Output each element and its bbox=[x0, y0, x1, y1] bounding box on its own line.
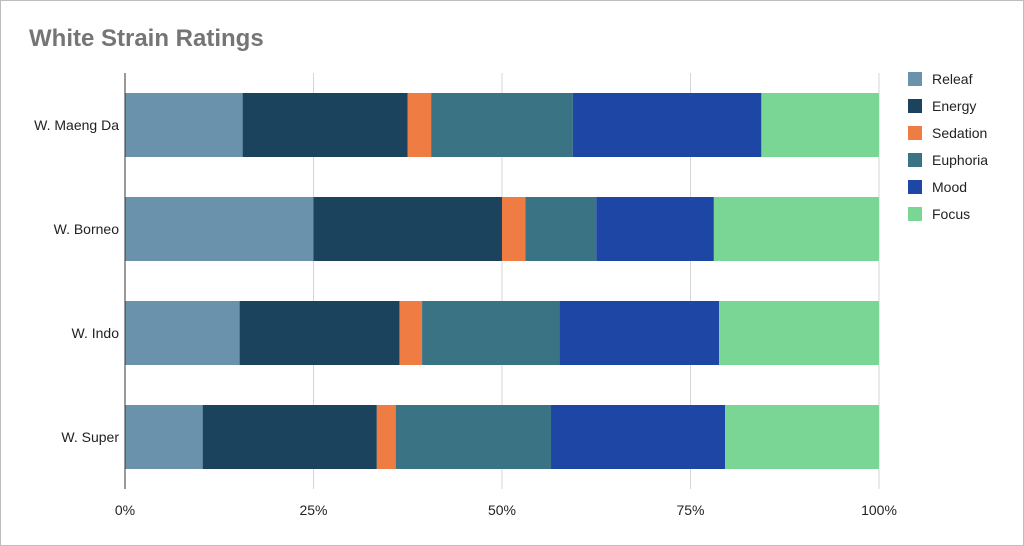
bar-segment bbox=[502, 197, 526, 261]
bars bbox=[125, 93, 879, 469]
bar-segment bbox=[125, 197, 314, 261]
bar-segment bbox=[572, 93, 762, 157]
legend-label: Sedation bbox=[932, 125, 987, 141]
legend-label: Focus bbox=[932, 206, 970, 222]
x-tick-label: 75% bbox=[676, 502, 704, 518]
bar-segment bbox=[559, 301, 720, 365]
bar-segment bbox=[525, 197, 597, 261]
category-label: W. Indo bbox=[72, 325, 120, 341]
legend-label: Mood bbox=[932, 179, 967, 195]
bar-segment bbox=[125, 93, 243, 157]
legend-swatch bbox=[908, 153, 922, 167]
bar-segment bbox=[422, 301, 560, 365]
bar-segment bbox=[725, 405, 879, 469]
x-tick-label: 25% bbox=[299, 502, 327, 518]
x-tick-label: 0% bbox=[115, 502, 135, 518]
bar-segment bbox=[761, 93, 879, 157]
bar-segment bbox=[551, 405, 726, 469]
bar-segment bbox=[125, 301, 240, 365]
bar-segment bbox=[596, 197, 714, 261]
bar-segment bbox=[376, 405, 396, 469]
bar-segment bbox=[202, 405, 377, 469]
legend-label: Euphoria bbox=[932, 152, 988, 168]
bar-segment bbox=[399, 301, 423, 365]
bar-segment bbox=[239, 301, 400, 365]
bar-segment bbox=[407, 93, 432, 157]
legend-swatch bbox=[908, 126, 922, 140]
bar-segment bbox=[431, 93, 573, 157]
legend-label: Releaf bbox=[932, 71, 973, 87]
axes: 0% 25% 50% 75% 100% W. Maeng Da W. Borneo W. In… bbox=[34, 73, 897, 518]
legend-swatch bbox=[908, 180, 922, 194]
bar-segment bbox=[713, 197, 879, 261]
legend-swatch bbox=[908, 99, 922, 113]
legend-label: Energy bbox=[932, 98, 976, 114]
x-tick-label: 100% bbox=[861, 502, 897, 518]
bar-segment bbox=[125, 405, 203, 469]
bar-segment bbox=[242, 93, 408, 157]
bar-segment bbox=[719, 301, 879, 365]
legend: Releaf Energy Sedation Euphoria Mood Focus bbox=[908, 71, 988, 222]
category-label: W. Borneo bbox=[54, 221, 120, 237]
category-label: W. Super bbox=[61, 429, 119, 445]
bar-segment bbox=[395, 405, 552, 469]
legend-swatch bbox=[908, 207, 922, 221]
bar-segment bbox=[313, 197, 502, 261]
category-label: W. Maeng Da bbox=[34, 117, 119, 133]
x-tick-label: 50% bbox=[488, 502, 516, 518]
chart-title: White Strain Ratings bbox=[29, 25, 264, 52]
legend-swatch bbox=[908, 72, 922, 86]
